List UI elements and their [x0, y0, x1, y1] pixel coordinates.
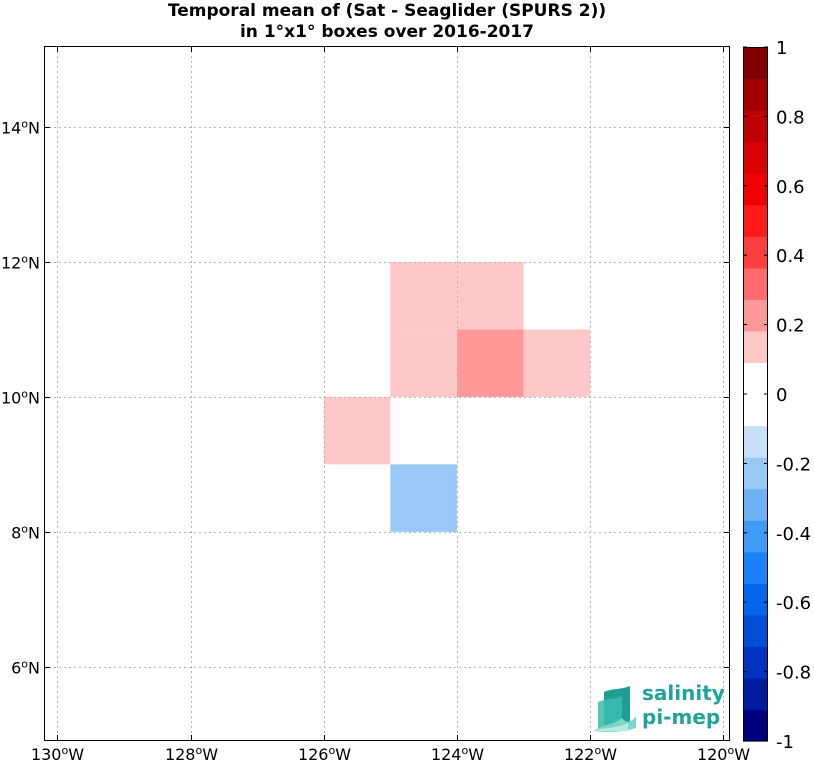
map-title-line-1: Temporal mean of (Sat - Seaglider (SPURS…	[167, 1, 607, 21]
colorbar-tick-label: -0.8	[776, 663, 811, 684]
logo-salinity-text: salinity	[642, 681, 725, 705]
colorbar-segment	[743, 646, 768, 679]
colorbar-tick-label: 1	[776, 38, 787, 59]
waves-icon	[594, 686, 636, 732]
colorbar-segment	[743, 267, 768, 300]
data-cell	[390, 464, 457, 532]
colorbar-segment	[743, 394, 768, 427]
x-tick-label: 128oW	[165, 744, 218, 763]
salinity-pimep-logo: salinity pi-mep	[594, 681, 725, 732]
logo-pimep-text: pi-mep	[642, 705, 720, 729]
colorbar-segment	[743, 520, 768, 553]
x-tick-label: 130oW	[31, 744, 84, 763]
colorbar-segment	[743, 677, 768, 711]
grid-lines	[44, 46, 730, 741]
axis-ticks: 130oW 128oW 126oW 124oW 122oW 120oW 6oN 8oN 10oN…	[1, 46, 750, 763]
y-tick-label: 10oN	[1, 388, 40, 408]
colorbar-segment	[743, 110, 768, 143]
colorbar-segment	[743, 614, 768, 647]
colorbar-segment	[743, 551, 768, 584]
data-cells	[323, 261, 591, 532]
colorbar-segment	[743, 330, 768, 364]
colorbar-tick-label: 0	[776, 385, 787, 406]
colorbar-tick-label: 0.4	[776, 246, 805, 267]
x-tick-label: 126oW	[298, 744, 351, 763]
y-tick-label: 12oN	[1, 253, 40, 273]
colorbar-segment	[743, 204, 768, 237]
data-cell	[456, 261, 524, 330]
colorbar: 1 0.8 0.6 0.4 0.2 0 -0.2 -0.4 -0.6 -0.8 -1	[743, 38, 811, 753]
colorbar-segment	[743, 457, 768, 490]
colorbar-segment	[743, 47, 768, 80]
data-cell	[456, 329, 524, 397]
data-cell	[323, 396, 391, 465]
x-tick-label: 120oW	[697, 744, 750, 763]
map-frame	[44, 46, 730, 741]
x-tick-label: 122oW	[564, 744, 617, 763]
colorbar-tick-label: 0.2	[776, 316, 805, 337]
colorbar-segment	[743, 78, 768, 111]
colorbar-tick-label: 0.8	[776, 107, 805, 128]
y-tick-label: 6oN	[11, 658, 40, 678]
colorbar-segment	[743, 709, 768, 742]
colorbar-tick-label: -0.6	[776, 593, 811, 614]
x-tick-label: 124oW	[431, 744, 484, 763]
colorbar-segment	[743, 425, 768, 458]
colorbar-segment	[743, 583, 768, 616]
y-tick-label: 8oN	[11, 523, 40, 543]
data-cell	[390, 329, 457, 397]
data-cell	[390, 261, 457, 330]
colorbar-segment	[743, 141, 768, 174]
colorbar-tick-label: -0.2	[776, 454, 811, 475]
colorbar-tick-label: -1	[776, 732, 794, 753]
colorbar-segment	[743, 299, 768, 332]
map-title-line-2: in 1°x1° boxes over 2016-2017	[239, 22, 535, 42]
y-tick-label: 14oN	[1, 118, 40, 138]
colorbar-tick-label: 0.6	[776, 177, 805, 198]
colorbar-segment	[743, 236, 768, 269]
data-cell	[523, 329, 591, 397]
colorbar-tick-label: -0.4	[776, 524, 811, 545]
colorbar-segment	[743, 173, 768, 206]
colorbar-segment	[743, 362, 768, 395]
colorbar-segment	[743, 488, 768, 521]
